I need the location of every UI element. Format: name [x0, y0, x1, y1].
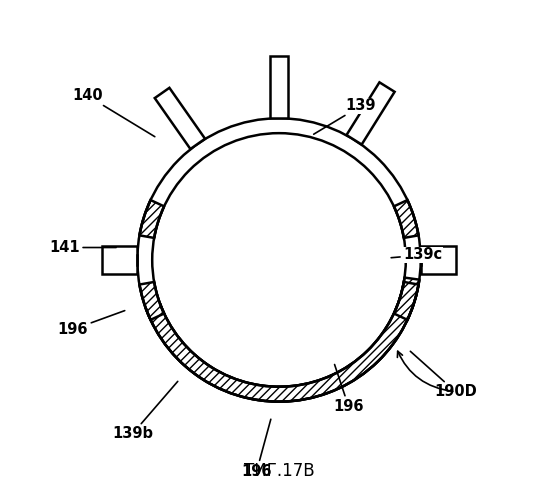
Wedge shape — [394, 200, 418, 238]
Polygon shape — [103, 246, 137, 274]
Text: 139: 139 — [314, 98, 376, 134]
Text: 196: 196 — [57, 310, 125, 337]
Text: 196: 196 — [242, 419, 272, 479]
Wedge shape — [394, 282, 418, 320]
Text: 196: 196 — [333, 364, 364, 414]
Polygon shape — [421, 246, 455, 274]
Wedge shape — [140, 200, 164, 238]
Wedge shape — [146, 278, 419, 402]
Text: 139b: 139b — [112, 382, 178, 442]
Polygon shape — [270, 56, 288, 118]
Wedge shape — [140, 282, 164, 320]
Text: 141: 141 — [49, 240, 116, 255]
Wedge shape — [137, 118, 421, 402]
Polygon shape — [155, 88, 205, 149]
Text: 190D: 190D — [410, 352, 477, 399]
Polygon shape — [347, 82, 395, 144]
Text: 139c: 139c — [391, 248, 442, 262]
Text: 140: 140 — [72, 88, 155, 136]
Circle shape — [152, 133, 406, 386]
Text: ΤИГ.17В: ΤИГ.17В — [244, 462, 314, 480]
